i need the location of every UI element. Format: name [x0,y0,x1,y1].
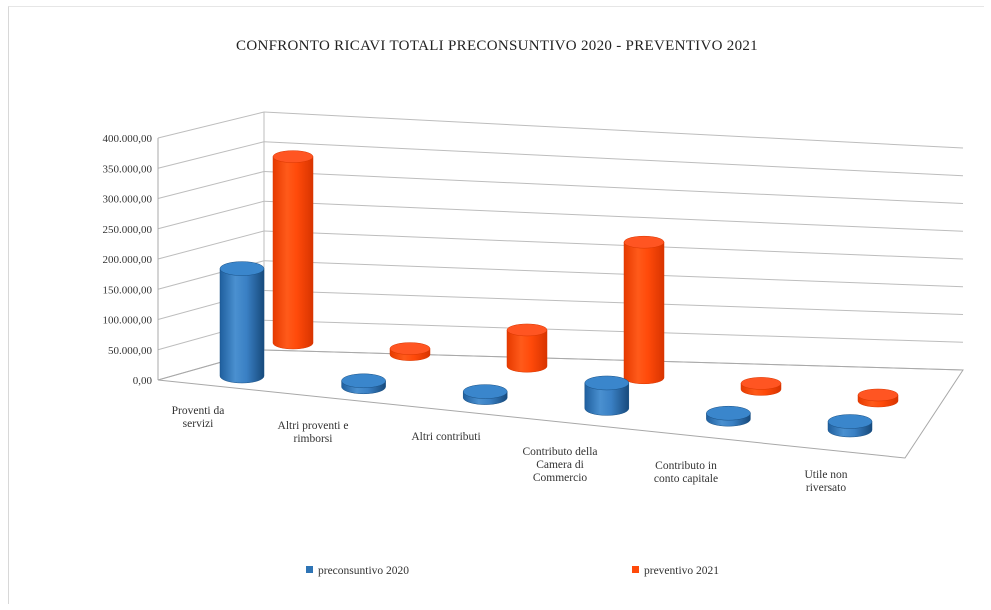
legend-item: preconsuntivo 2020 [306,565,409,577]
chart-floor [157,349,964,459]
category-label: Contributo della Camera di Commercio [522,446,597,484]
bar-top [584,375,630,391]
gridline-back [263,260,964,288]
gridline-back [263,111,964,149]
y-tick-label: 350.000,00 [103,163,153,175]
bar-top [740,377,782,390]
bar-top [623,235,665,249]
bar-top [827,414,873,429]
bar-preventivo-2021 [389,342,431,361]
bar-top [706,405,751,421]
category-label: Altri proventi e rimborsi [278,420,349,445]
legend-swatch [632,566,639,573]
bar-top [462,384,508,399]
category-label: Utile non riversato [804,469,847,494]
bar-preventivo-2021 [857,388,899,408]
legend: preconsuntivo 2020 preventivo 2021 [306,565,719,577]
gridline-back [263,319,964,343]
bar-preconsuntivo-2020 [706,405,751,427]
gridline-back [263,171,964,204]
bar-layer [219,150,899,438]
bar-preventivo-2021 [506,323,548,373]
category-label: Contributo in conto capitale [654,460,718,485]
y-tick-label: 150.000,00 [103,284,153,296]
y-tick-label: 300.000,00 [103,194,153,206]
bar-top [219,261,265,276]
category-labels: Proventi da servizi Altri proventi e rimbor… [172,405,848,494]
y-tick-label: 50.000,00 [108,345,153,357]
bar-body [506,329,548,373]
gridline-side [157,141,265,169]
bar-body [623,241,665,385]
chart-frame [8,6,984,604]
gridline-back [263,141,964,177]
bar-preconsuntivo-2020 [584,375,630,416]
bar-preventivo-2021 [623,235,665,385]
gridline-back [263,200,964,232]
y-tick-label: 100.000,00 [103,315,153,327]
legend-swatch [306,566,313,573]
gridline-back [263,230,964,260]
category-label: Altri contributi [411,431,480,443]
y-tick-label: 200.000,00 [103,254,153,266]
bar-top [389,342,431,355]
bar-top [272,150,314,163]
y-tick-label: 250.000,00 [103,224,153,236]
gridline-side [157,111,265,139]
bar-top [857,388,899,402]
bar-body [584,382,630,416]
y-tick-label: 400.000,00 [103,133,153,145]
gridline-side [157,200,265,230]
legend-label: preconsuntivo 2020 [318,565,409,577]
legend-label: preventivo 2021 [644,565,719,577]
y-axis-ticks: 0,00 50.000,00 100.000,00 150.000,00 200.000… [103,133,153,387]
chart-title: CONFRONTO RICAVI TOTALI PRECONSUNTIVO 20… [236,38,758,54]
category-label: Proventi da servizi [172,405,225,430]
bar-body [219,268,265,384]
bar-preconsuntivo-2020 [341,373,386,395]
legend-item: preventivo 2021 [632,565,719,577]
bar-preventivo-2021 [740,377,782,396]
bar-top [506,323,548,337]
y-tick-label: 0,00 [133,375,153,387]
gridline-back [263,290,964,315]
bar-preventivo-2021 [272,150,314,350]
gridline-side [157,171,265,199]
bar-preconsuntivo-2020 [827,414,873,438]
gridline-side [157,230,265,260]
bar-preconsuntivo-2020 [219,261,265,384]
bar-body [272,156,314,350]
bar-preconsuntivo-2020 [462,384,508,405]
bar-top [341,373,386,389]
